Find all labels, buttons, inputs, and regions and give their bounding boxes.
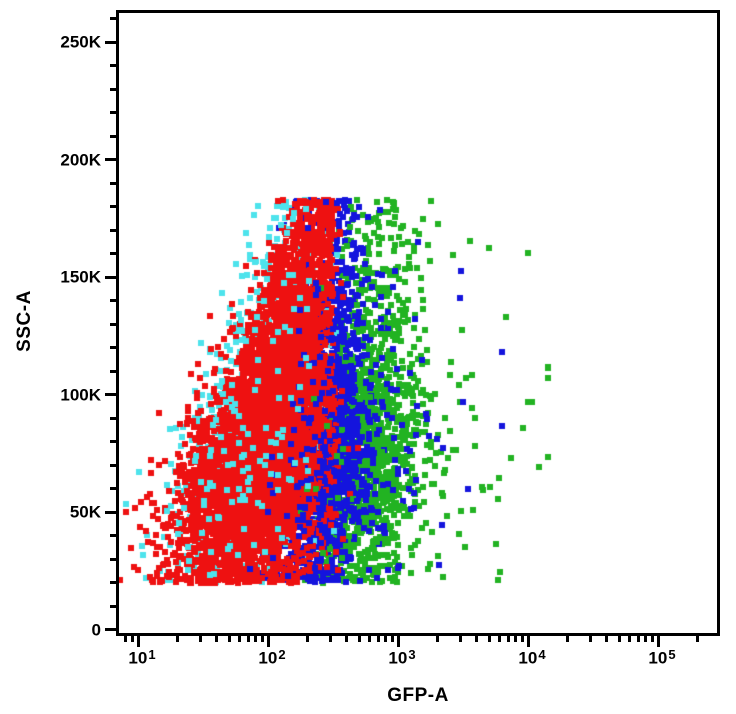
x-minor-tick — [644, 636, 648, 642]
y-tick-label: 50K — [69, 502, 101, 522]
y-tick-label: 150K — [60, 267, 101, 287]
x-major-tick — [657, 636, 660, 647]
x-minor-tick — [384, 636, 388, 642]
y-major-tick — [105, 510, 116, 514]
y-minor-tick — [110, 64, 116, 68]
x-minor-tick — [391, 636, 395, 642]
x-minor-tick — [261, 636, 265, 642]
y-tick-label: 0 — [91, 620, 101, 640]
y-minor-tick — [110, 346, 116, 350]
plot-frame — [116, 10, 720, 636]
x-minor-tick — [238, 636, 242, 642]
x-minor-tick — [376, 636, 380, 642]
x-minor-tick — [176, 636, 180, 642]
x-major-tick — [267, 636, 270, 647]
x-minor-tick — [651, 636, 655, 642]
y-minor-tick — [110, 252, 116, 256]
x-minor-tick — [521, 636, 525, 642]
y-minor-tick — [110, 87, 116, 91]
x-tick-base: 10 — [128, 648, 148, 668]
y-minor-tick — [110, 111, 116, 115]
x-axis-title: GFP-A — [387, 685, 449, 706]
y-minor-tick — [110, 228, 116, 232]
y-minor-tick — [110, 299, 116, 303]
y-minor-tick — [110, 463, 116, 467]
x-minor-tick — [589, 636, 592, 642]
x-tick-base: 10 — [518, 648, 538, 668]
y-tick-label: 250K — [60, 32, 101, 52]
y-minor-tick — [110, 369, 116, 373]
x-minor-tick — [459, 636, 462, 642]
x-minor-tick — [246, 636, 250, 642]
y-minor-tick — [110, 487, 116, 491]
x-tick-label: 105 — [648, 647, 676, 668]
x-tick-exponent: 5 — [668, 647, 676, 662]
x-minor-tick — [329, 636, 332, 642]
x-minor-tick — [514, 636, 518, 642]
y-major-tick — [105, 628, 116, 632]
x-tick-label: 104 — [518, 647, 546, 668]
y-minor-tick — [110, 604, 116, 608]
x-minor-tick — [306, 636, 310, 642]
y-minor-tick — [110, 322, 116, 326]
x-minor-tick — [487, 636, 491, 642]
y-minor-tick — [110, 205, 116, 209]
x-minor-tick — [368, 636, 372, 642]
x-tick-label: 101 — [128, 647, 156, 668]
x-minor-tick — [475, 636, 479, 642]
x-minor-tick — [124, 636, 128, 642]
x-minor-tick — [605, 636, 609, 642]
x-tick-base: 10 — [258, 648, 278, 668]
y-minor-tick — [110, 134, 116, 138]
y-major-tick — [105, 393, 116, 397]
x-major-tick — [397, 636, 400, 647]
x-tick-label: 103 — [388, 647, 416, 668]
x-minor-tick — [345, 636, 349, 642]
x-minor-tick — [628, 636, 632, 642]
x-minor-tick — [254, 636, 258, 642]
y-axis-title: SSC-A — [14, 290, 35, 352]
y-minor-tick — [110, 534, 116, 538]
y-major-tick — [105, 158, 116, 162]
x-major-tick — [137, 636, 140, 647]
x-minor-tick — [215, 636, 219, 642]
x-minor-tick — [199, 636, 202, 642]
x-minor-tick — [617, 636, 621, 642]
x-tick-exponent: 3 — [408, 647, 416, 662]
x-minor-tick — [506, 636, 510, 642]
scatter-canvas — [119, 13, 717, 633]
y-tick-label: 100K — [60, 385, 101, 405]
x-minor-tick — [636, 636, 640, 642]
x-tick-exponent: 1 — [148, 647, 156, 662]
y-minor-tick — [110, 181, 116, 185]
x-minor-tick — [131, 636, 135, 642]
x-minor-tick — [436, 636, 440, 642]
x-minor-tick — [566, 636, 570, 642]
x-tick-base: 10 — [648, 648, 668, 668]
y-major-tick — [105, 275, 116, 279]
x-tick-base: 10 — [388, 648, 408, 668]
x-major-tick — [527, 636, 530, 647]
y-minor-tick — [110, 416, 116, 420]
x-minor-tick — [227, 636, 231, 642]
x-tick-label: 102 — [258, 647, 286, 668]
y-major-tick — [105, 40, 116, 44]
x-tick-exponent: 2 — [278, 647, 286, 662]
x-minor-tick — [357, 636, 361, 642]
y-minor-tick — [110, 17, 116, 21]
y-tick-label: 200K — [60, 150, 101, 170]
x-minor-tick — [696, 636, 700, 642]
x-minor-tick — [498, 636, 502, 642]
y-minor-tick — [110, 440, 116, 444]
y-minor-tick — [110, 557, 116, 561]
x-tick-exponent: 4 — [538, 647, 546, 662]
y-minor-tick — [110, 581, 116, 585]
